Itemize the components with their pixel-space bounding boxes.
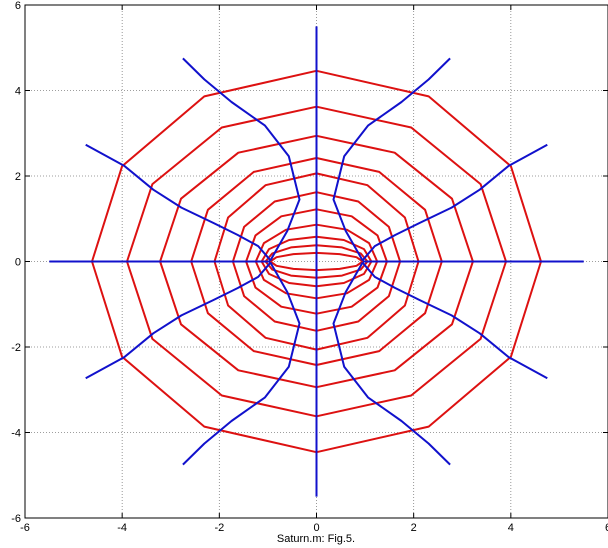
ray-curve bbox=[182, 57, 301, 262]
ray-curve bbox=[85, 262, 272, 380]
y-tick-label: -6 bbox=[11, 513, 21, 525]
x-tick-label: -2 bbox=[214, 522, 224, 534]
y-tick-label: 2 bbox=[15, 171, 21, 183]
x-axis-label: Saturn.m: Fig.5. bbox=[277, 533, 355, 545]
y-tick-label: -4 bbox=[11, 428, 21, 440]
y-tick-label: -2 bbox=[11, 342, 21, 354]
ray-curve bbox=[361, 143, 548, 261]
ray-curve bbox=[332, 57, 451, 262]
ray-curves bbox=[49, 26, 584, 497]
x-tick-label: -6 bbox=[20, 522, 30, 534]
ray-curve bbox=[85, 143, 272, 261]
x-tick-label: 2 bbox=[411, 522, 417, 534]
ray-curve bbox=[182, 261, 301, 466]
y-tick-label: 0 bbox=[15, 257, 21, 269]
y-tick-label: 4 bbox=[15, 86, 21, 98]
y-tick-label: 6 bbox=[15, 0, 21, 12]
ray-curve bbox=[332, 261, 451, 466]
x-tick-label: 0 bbox=[313, 522, 319, 534]
x-tick-label: 6 bbox=[605, 522, 608, 534]
axis-ticks: -6 -4 -2 0 2 4 6 -6 -4 -2 0 2 4 6 bbox=[11, 0, 608, 534]
ray-curve bbox=[361, 262, 548, 380]
x-tick-label: -4 bbox=[117, 522, 127, 534]
x-tick-label: 4 bbox=[508, 522, 514, 534]
